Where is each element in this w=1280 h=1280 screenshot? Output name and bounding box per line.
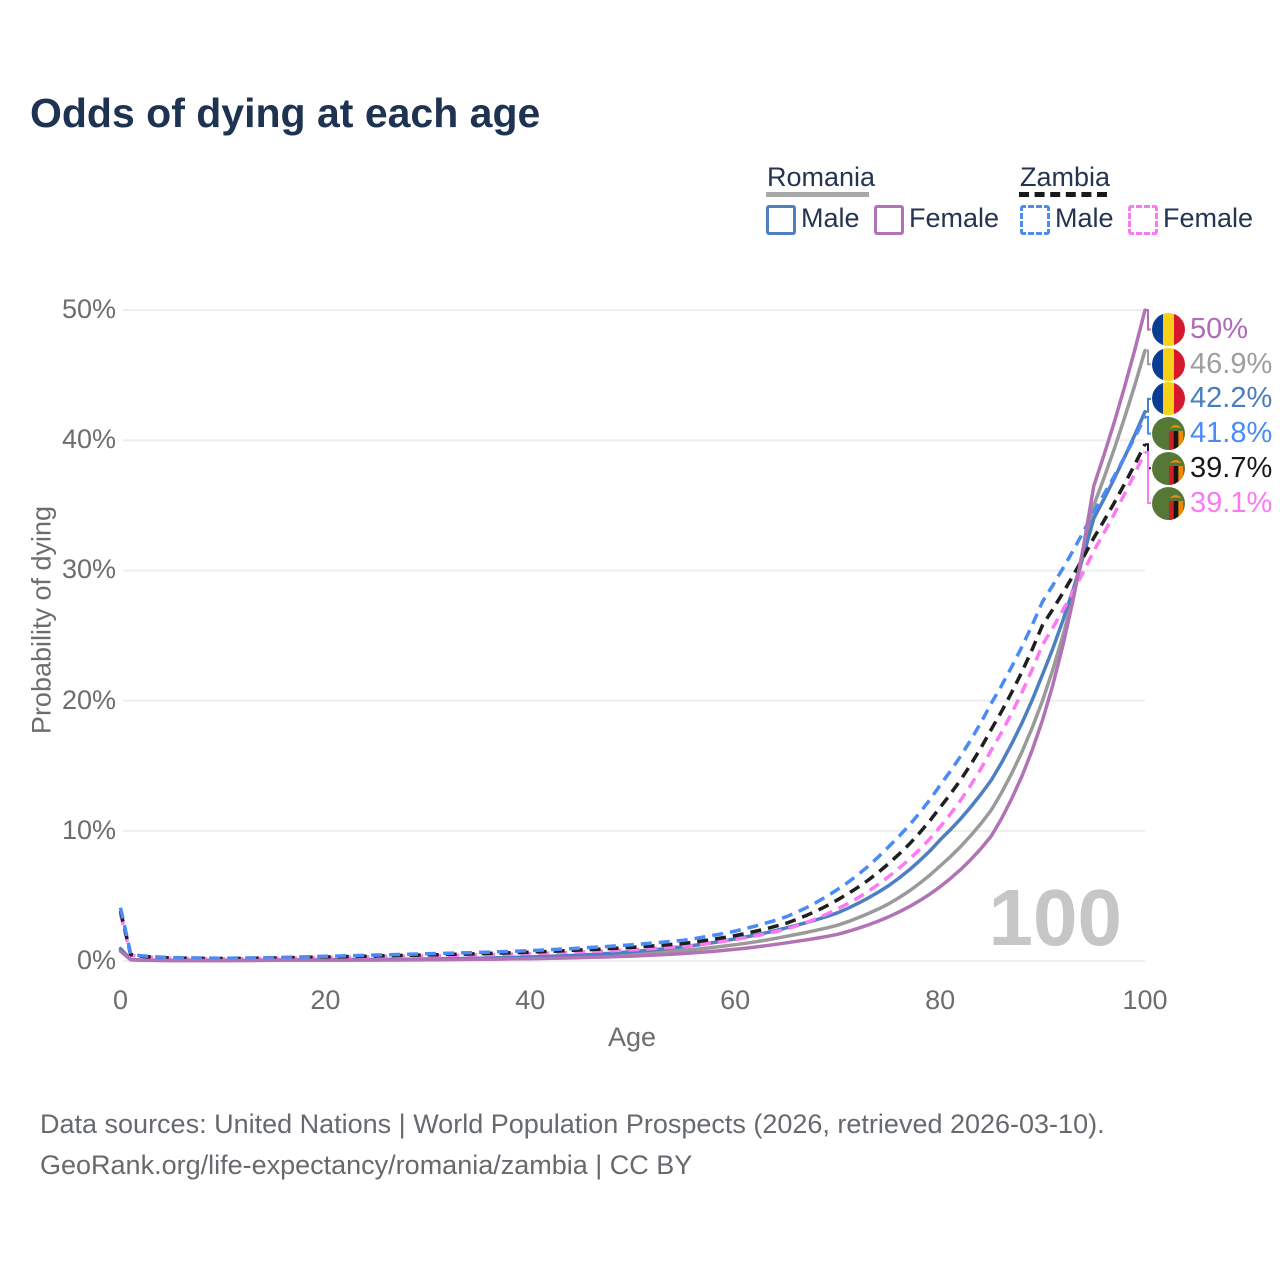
end-label-value: 42.2% xyxy=(1190,382,1273,415)
legend-label-romania-female[interactable]: Female xyxy=(909,203,1000,233)
leader-line-romania-0 xyxy=(1145,309,1151,331)
age-watermark: 100 xyxy=(988,873,1122,962)
end-label-value: 46.9% xyxy=(1190,347,1273,380)
series-line-zambia-male[interactable] xyxy=(118,416,1147,961)
x-tick-0: 0 xyxy=(112,985,129,1015)
leader-line-zambia-5 xyxy=(1145,451,1151,504)
legend-group-title-zambia: Zambia xyxy=(1020,162,1111,192)
y-tick-10: 10% xyxy=(61,814,116,845)
series-line-romania-female[interactable] xyxy=(118,308,1147,963)
y-tick-50: 50% xyxy=(61,294,116,325)
legend-label-zambia-male[interactable]: Male xyxy=(1055,203,1114,233)
zambia-flag-icon xyxy=(1152,486,1185,520)
end-label-value: 41.8% xyxy=(1190,417,1273,450)
legend-label-zambia-female[interactable]: Female xyxy=(1163,203,1254,233)
y-tick-20: 20% xyxy=(61,684,116,715)
romania-flag-icon xyxy=(1152,382,1185,416)
zambia-flag-icon xyxy=(1152,417,1185,451)
leader-line-romania-1 xyxy=(1145,349,1151,366)
leader-line-zambia-3 xyxy=(1145,415,1151,435)
footer-attribution: GeoRank.org/life-expectancy/romania/zamb… xyxy=(40,1150,693,1180)
leader-line-romania-2 xyxy=(1145,397,1151,413)
series-line-romania-total[interactable] xyxy=(118,348,1147,963)
romania-flag-icon xyxy=(1152,313,1185,346)
legend-swatch-romania-male[interactable] xyxy=(766,205,796,235)
zambia-flag-icon xyxy=(1152,451,1185,485)
legend-swatch-romania-female[interactable] xyxy=(874,205,904,235)
x-axis-title: Age xyxy=(607,1022,657,1052)
legend-line-sample-zambia xyxy=(1019,192,1107,197)
end-label-value: 39.1% xyxy=(1190,486,1273,519)
legend-line-sample-romania xyxy=(766,192,869,197)
y-tick-0: 0% xyxy=(76,945,116,975)
romania-flag-icon xyxy=(1152,347,1185,381)
y-tick-40: 40% xyxy=(61,424,116,455)
footer: Data sources: United Nations | World Pop… xyxy=(40,1104,1105,1186)
footer-data-sources: Data sources: United Nations | World Pop… xyxy=(40,1109,1105,1139)
x-tick-100: 100 xyxy=(1122,985,1168,1015)
legend-swatch-zambia-female[interactable] xyxy=(1128,205,1158,235)
x-tick-20: 20 xyxy=(310,985,341,1015)
legend-group-title-romania: Romania xyxy=(767,162,876,192)
legend-swatch-zambia-male[interactable] xyxy=(1020,205,1050,235)
page-title: Odds of dying at each age xyxy=(30,90,541,136)
x-tick-40: 40 xyxy=(515,985,546,1015)
x-tick-80: 80 xyxy=(925,985,956,1015)
end-label-value: 39.7% xyxy=(1190,451,1273,484)
end-label-value: 50% xyxy=(1190,313,1249,345)
y-tick-30: 30% xyxy=(61,554,116,585)
x-tick-60: 60 xyxy=(720,985,751,1015)
legend-label-romania-male[interactable]: Male xyxy=(801,203,860,233)
